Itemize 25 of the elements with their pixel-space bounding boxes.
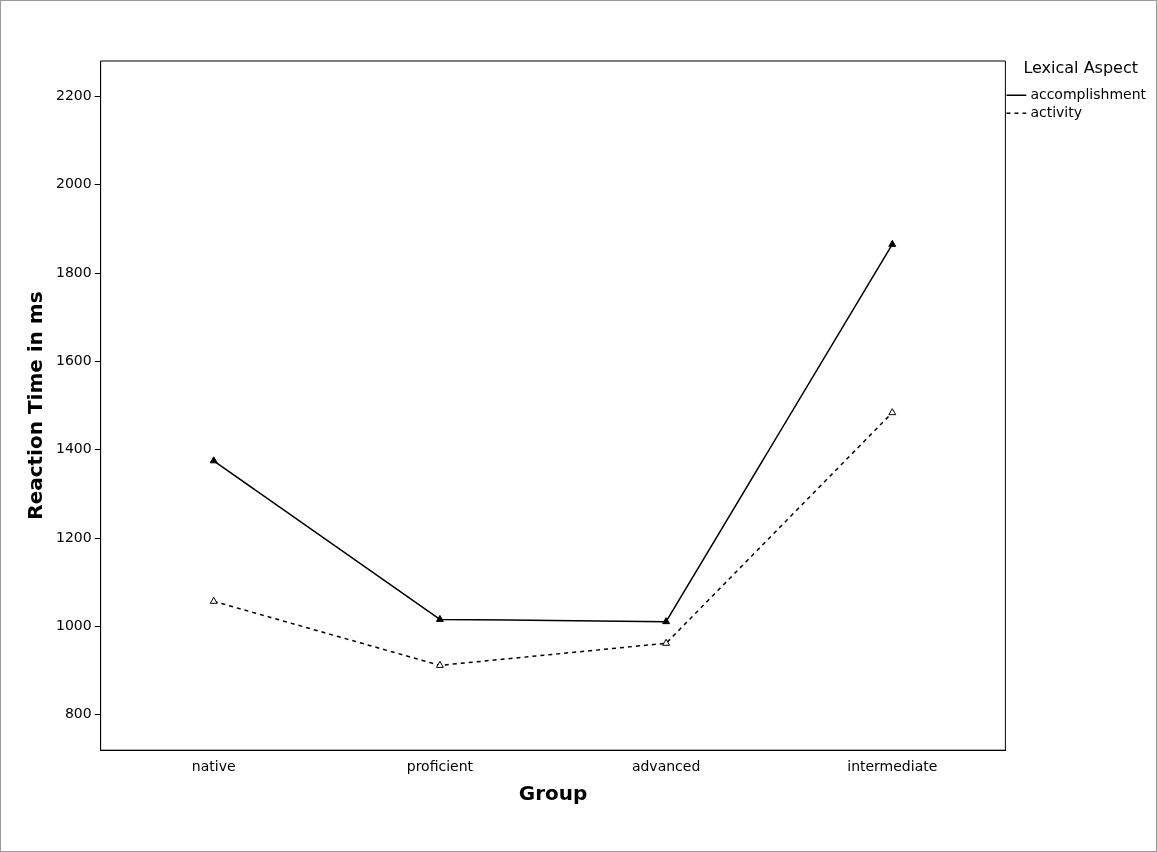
point — [435, 614, 444, 622]
x-axis-title: Group — [518, 781, 588, 806]
legend-label: accomplishment — [1030, 85, 1147, 102]
x-tick-label: intermediate — [847, 758, 938, 775]
point — [662, 617, 671, 625]
y-tick-label: 1800 — [55, 263, 92, 280]
y-axis-title: Reaction Time in ms — [23, 291, 48, 520]
point — [888, 408, 897, 416]
y-tick-label: 2000 — [55, 175, 92, 192]
y-tick-label: 1200 — [55, 528, 92, 545]
y-tick-label: 1600 — [55, 352, 92, 369]
x-tick-label: advanced — [631, 758, 701, 775]
legend-title: Lexical Aspect — [1023, 58, 1138, 78]
point — [888, 239, 897, 247]
y-tick-label: 1000 — [55, 617, 92, 634]
y-tick-label: 800 — [64, 705, 92, 722]
legend-label: activity — [1030, 103, 1082, 120]
point — [209, 596, 218, 604]
x-tick-label: native — [191, 758, 236, 775]
x-tick-label: proficient — [406, 758, 474, 775]
point — [435, 660, 444, 668]
point — [662, 638, 671, 646]
y-tick-label: 1400 — [55, 440, 92, 457]
y-tick-label: 2200 — [55, 86, 92, 103]
point — [209, 456, 218, 464]
